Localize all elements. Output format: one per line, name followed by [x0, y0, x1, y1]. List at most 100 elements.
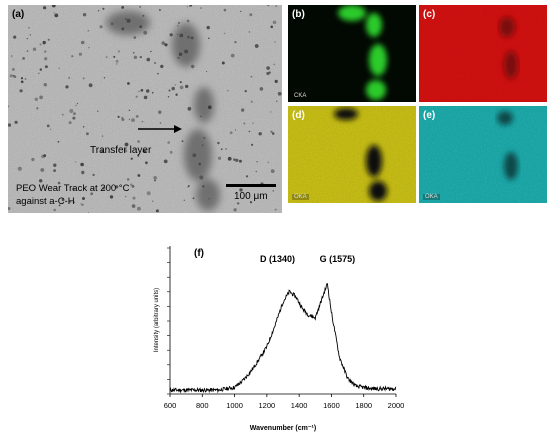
x-tick-label: 1200 — [259, 401, 276, 410]
sem-pit — [75, 104, 77, 107]
sem-pit — [11, 67, 15, 71]
sem-pit — [276, 100, 278, 102]
sem-pit — [68, 76, 71, 79]
x-tick-label: 600 — [164, 401, 177, 410]
sem-pit — [39, 179, 43, 183]
sem-pit — [274, 79, 278, 83]
sem-pit — [124, 142, 129, 147]
sem-pit — [131, 118, 135, 122]
caption-line-1: PEO Wear Track at 200 °C — [16, 183, 130, 194]
sem-pit — [90, 192, 94, 196]
sem-pit — [208, 198, 210, 200]
sem-pit — [154, 61, 157, 65]
sem-pit — [250, 100, 253, 103]
sem-pit — [158, 8, 161, 12]
sem-pit — [82, 197, 85, 200]
sem-pit — [133, 55, 138, 59]
sem-pit — [44, 57, 48, 61]
sem-pit — [128, 109, 131, 112]
sem-pit — [274, 41, 276, 43]
sem-pit — [158, 110, 162, 114]
sem-pit — [251, 143, 254, 146]
sem-pit — [137, 140, 140, 143]
sem-pit — [82, 77, 85, 80]
arrow-icon — [138, 125, 182, 133]
sem-pit — [220, 148, 223, 151]
sem-pit — [235, 129, 237, 131]
sem-pit — [61, 198, 65, 202]
sem-pit — [142, 14, 145, 17]
element-tag-b: CKA — [292, 93, 309, 99]
sem-pit — [150, 50, 152, 53]
sem-pit — [270, 130, 273, 133]
sem-pit — [153, 176, 157, 180]
y-axis-label: Intensity (arbitrary units) — [154, 288, 160, 352]
sem-pit — [179, 81, 182, 84]
sem-pit — [187, 106, 192, 111]
sem-pit — [58, 67, 60, 69]
sem-pit — [132, 196, 136, 200]
sem-pit — [81, 170, 85, 175]
sem-pit — [145, 161, 148, 165]
sem-pit — [256, 160, 258, 163]
x-tick-label: 1600 — [323, 401, 340, 410]
sem-pit — [88, 212, 90, 213]
sem-pit — [26, 50, 29, 52]
sem-pit — [99, 25, 103, 29]
sem-pit — [57, 181, 61, 185]
sem-pit — [139, 25, 142, 29]
sem-pit — [53, 12, 55, 14]
sem-pit — [185, 84, 189, 89]
sem-pit — [117, 50, 120, 53]
sem-pit — [252, 122, 254, 124]
transfer-layer-label: Transfer layer — [90, 145, 152, 156]
sem-pit — [241, 108, 245, 112]
panel-label-f: (f) — [194, 248, 204, 259]
sem-pit — [115, 185, 119, 189]
sem-pit — [115, 59, 119, 63]
sem-pit — [13, 35, 17, 39]
sem-pit — [121, 116, 124, 119]
sem-pit — [223, 32, 226, 35]
sem-pit — [101, 150, 104, 153]
sem-pit — [243, 122, 246, 125]
sem-pit — [174, 84, 176, 86]
sem-pit — [14, 120, 18, 124]
sem-pit — [132, 51, 135, 54]
sem-pit — [88, 83, 93, 88]
sem-pit — [217, 141, 220, 145]
sem-pit — [131, 204, 136, 208]
sem-pit — [189, 5, 192, 7]
sem-pit — [44, 50, 47, 53]
sem-pit — [177, 34, 179, 36]
sem-pit — [52, 5, 56, 8]
sem-pit — [20, 80, 24, 84]
sem-pit — [234, 41, 237, 44]
sem-pit — [233, 158, 236, 161]
sem-pit — [32, 47, 37, 51]
sem-pit — [186, 6, 188, 8]
sem-pit — [192, 197, 195, 200]
sem-pit — [71, 55, 74, 58]
sem-pit — [9, 74, 13, 78]
sem-pit — [87, 29, 90, 32]
sem-pit — [146, 191, 151, 196]
map-e-texture — [419, 106, 547, 203]
sem-pit — [43, 154, 47, 158]
sem-image-panel: (a) Transfer layer PEO Wear Track at 200… — [8, 5, 282, 213]
sem-pit — [248, 31, 251, 33]
sem-pit — [38, 72, 40, 75]
sem-pit — [249, 13, 253, 17]
sem-pit — [249, 201, 253, 204]
sem-pit — [139, 6, 141, 8]
sem-pit — [227, 156, 232, 161]
element-tag-e: OKA — [423, 194, 440, 200]
sem-pit — [39, 43, 42, 46]
sem-pit — [181, 140, 184, 143]
sem-pit — [190, 36, 194, 40]
sem-pit — [26, 37, 28, 40]
sem-pit — [274, 208, 277, 211]
sem-pit — [101, 135, 104, 137]
sem-pit — [225, 148, 227, 150]
sem-pit — [121, 27, 125, 31]
